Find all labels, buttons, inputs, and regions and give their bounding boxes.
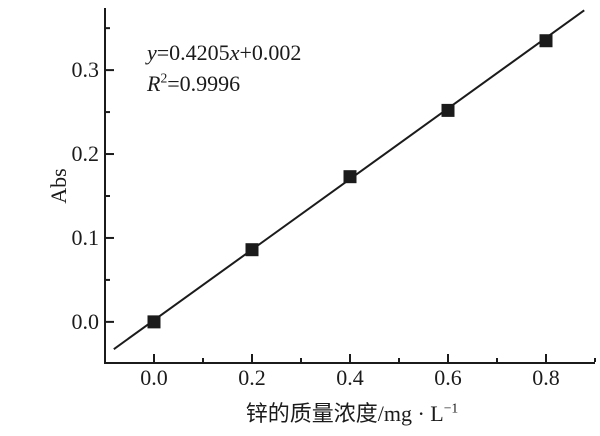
r-squared-text: R2=0.9996 <box>147 68 301 99</box>
text-segment: +0.002 <box>239 40 302 65</box>
y-tick-label: 0.1 <box>71 224 100 250</box>
x-tick-label: 0.0 <box>140 365 168 390</box>
y-tick-label: 0.2 <box>71 140 100 166</box>
text-segment: =0.9996 <box>167 71 241 96</box>
text-segment: R <box>147 71 161 96</box>
y-axis-title: Abs <box>46 168 71 204</box>
data-point-marker <box>441 103 455 117</box>
text-segment: y <box>147 40 157 65</box>
y-tick-label: 0.0 <box>71 308 100 334</box>
x-tick-label: 0.8 <box>532 365 560 390</box>
fit-equation-text: y=0.4205x+0.002 <box>147 37 301 68</box>
data-point-marker <box>147 315 161 329</box>
superscript: −1 <box>443 400 459 416</box>
x-tick-label: 0.4 <box>336 365 364 390</box>
data-point-marker <box>245 243 259 257</box>
y-tick-label: 0.3 <box>71 57 100 82</box>
text-segment: x <box>229 40 240 65</box>
text-segment: =0.4205 <box>156 40 230 65</box>
x-tick-label: 0.6 <box>434 365 462 390</box>
text-segment: 锌的质量浓度/mg · L <box>245 401 444 426</box>
superscript: 2 <box>160 70 168 86</box>
x-tick-label: 0.2 <box>238 365 266 390</box>
data-point-marker <box>539 34 553 48</box>
x-axis-title: 锌的质量浓度/mg · L−1 <box>107 396 597 428</box>
fit-equation-annotation: y=0.4205x+0.002 R2=0.9996 <box>147 37 301 99</box>
data-point-marker <box>343 170 357 184</box>
